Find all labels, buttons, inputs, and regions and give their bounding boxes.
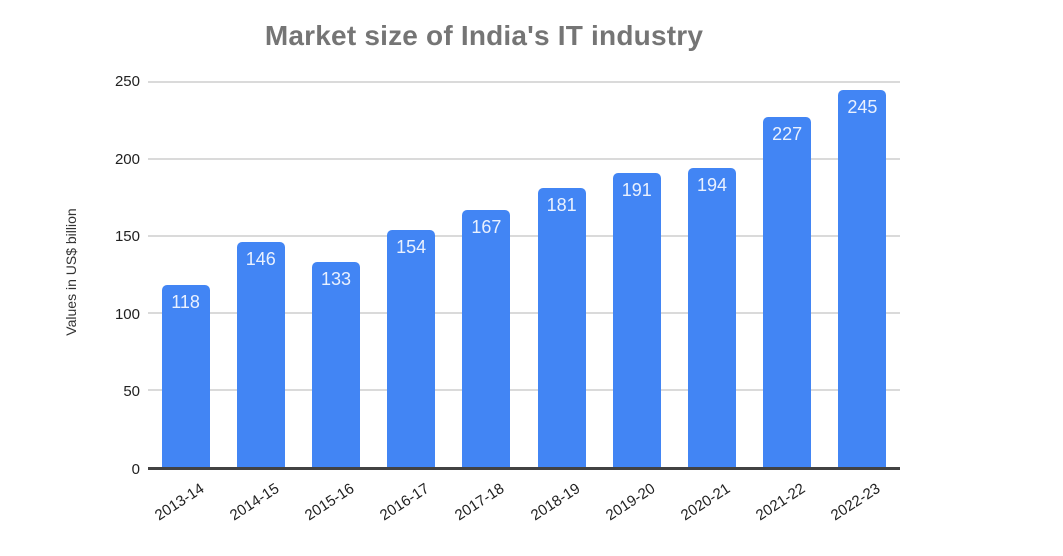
y-tick-label-250: 250 [114, 73, 140, 90]
y-axis-title: Values in US$ billion [63, 208, 79, 336]
bar-value-label: 146 [245, 249, 276, 270]
x-tick-label-2022-23: 2022-23 [828, 480, 884, 525]
bar-2021-22: 227 [763, 117, 812, 467]
y-tick-label-200: 200 [114, 150, 140, 168]
bar-value-label: 191 [621, 179, 652, 200]
bar-value-label: 227 [772, 124, 803, 145]
gridline-150 [148, 235, 900, 237]
gridline-100 [148, 312, 900, 314]
gridline-200 [148, 158, 900, 160]
y-tick-label-150: 150 [114, 228, 140, 246]
y-tick-label-0: 0 [131, 461, 140, 478]
y-tick-label-100: 100 [114, 305, 140, 323]
x-tick-label-2021-22: 2021-22 [753, 480, 809, 525]
bar-2019-20: 191 [612, 172, 661, 467]
chart-title: Market size of India's IT industry [264, 20, 704, 51]
gridline-250 [148, 81, 900, 83]
x-tick-label-2013-14: 2013-14 [151, 480, 207, 525]
bar-2015-16: 133 [312, 262, 360, 467]
bar-2013-14: 118 [161, 285, 210, 467]
bar-value-label: 181 [546, 195, 577, 216]
bar-2017-18: 167 [462, 209, 511, 467]
x-tick-label-2018-19: 2018-19 [527, 480, 583, 525]
bar-value-label: 167 [471, 216, 502, 237]
bar-value-label: 245 [847, 96, 878, 117]
bar-2020-21: 194 [688, 168, 736, 467]
plot-area: 118 146 133 154 167 181 191 194 227 245 [148, 81, 900, 470]
x-tick-label-2017-18: 2017-18 [452, 480, 508, 525]
x-tick-label-2016-17: 2016-17 [377, 480, 433, 525]
bar-value-label: 154 [396, 236, 427, 257]
x-tick-label-2014-15: 2014-15 [226, 480, 283, 525]
bar-value-label: 118 [171, 292, 200, 313]
bar-2014-15: 146 [236, 242, 285, 467]
bar-value-label: 133 [320, 269, 352, 290]
x-tick-label-2015-16: 2015-16 [301, 480, 358, 525]
x-tick-label-2020-21: 2020-21 [677, 480, 734, 525]
y-tick-label-50: 50 [123, 383, 140, 401]
bar-value-label: 194 [696, 175, 728, 196]
bar-2016-17: 154 [387, 229, 436, 467]
gridline-50 [148, 389, 900, 391]
bar-2018-19: 181 [537, 188, 586, 467]
x-tick-label-2019-20: 2019-20 [602, 480, 659, 525]
bar-2022-23: 245 [838, 89, 887, 467]
